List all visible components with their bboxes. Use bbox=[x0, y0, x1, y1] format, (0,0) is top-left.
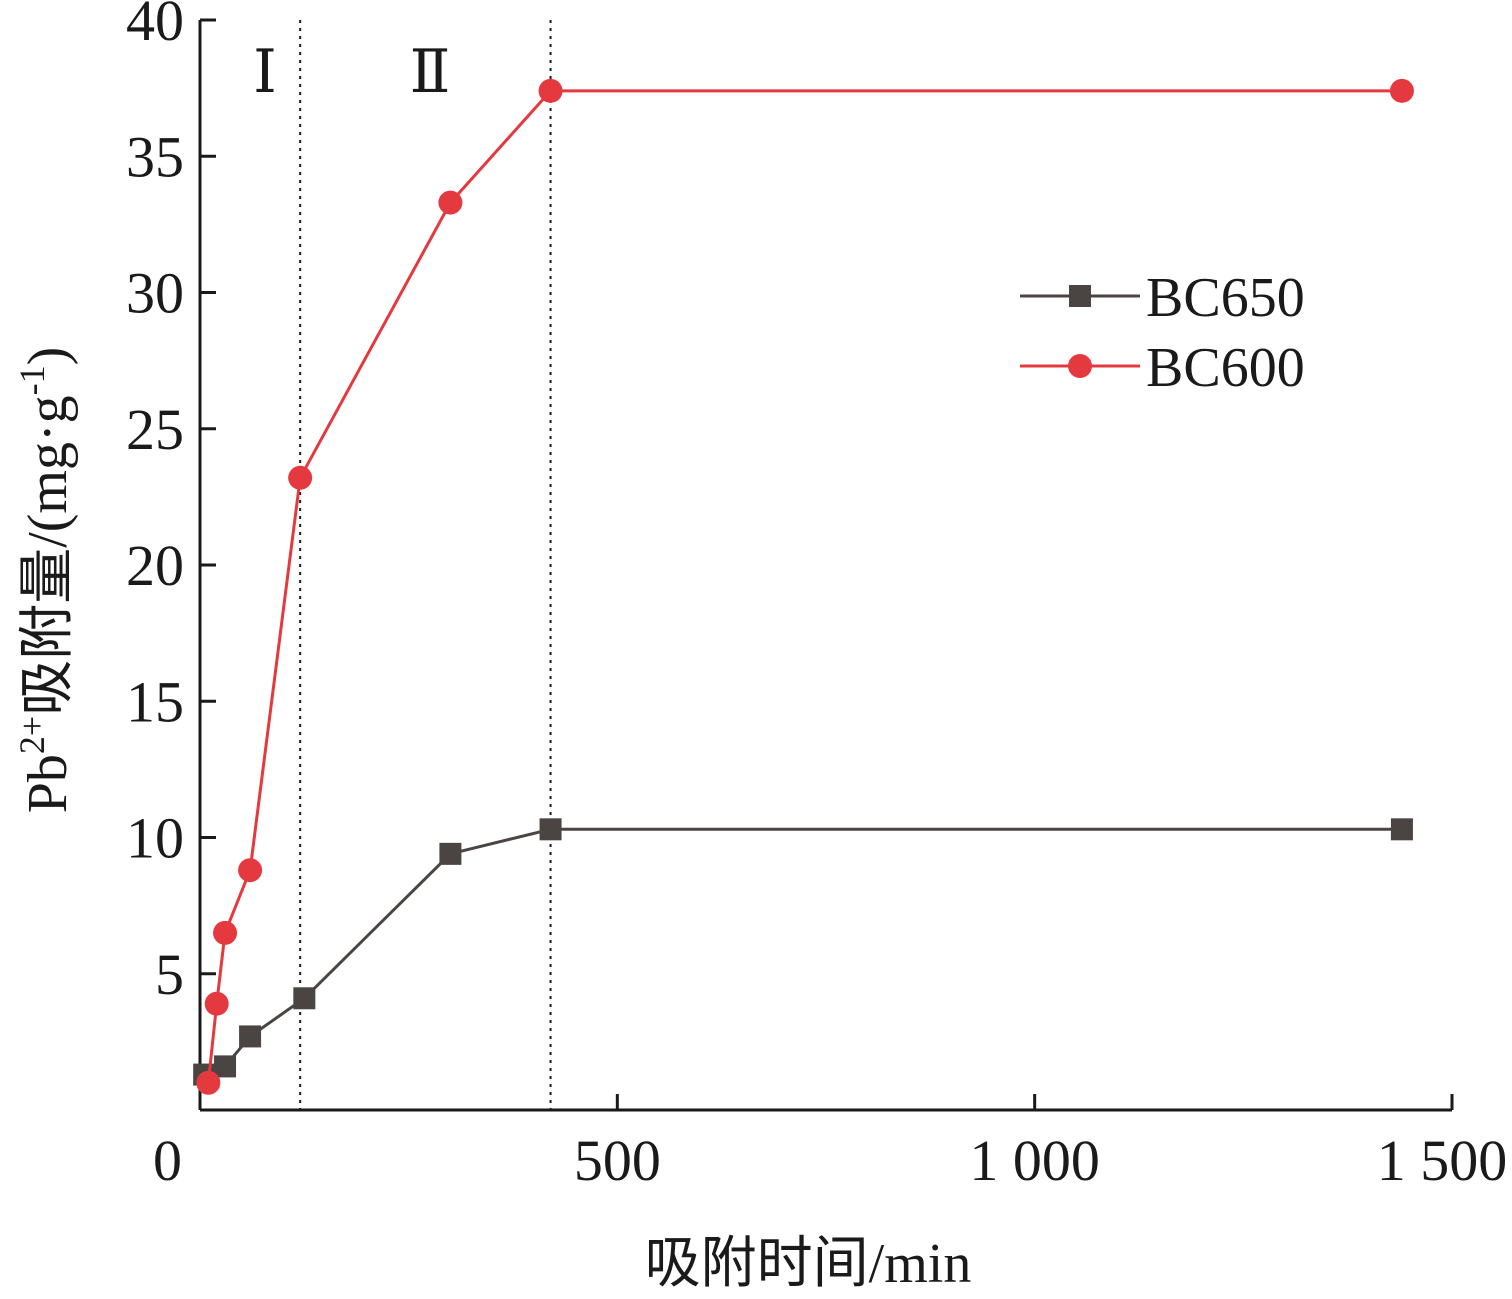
series-layer bbox=[193, 78, 1414, 1095]
y-axis-title-sup1: 2+ bbox=[12, 716, 52, 754]
series-point-bc650-7 bbox=[539, 818, 562, 841]
series-point-bc600-4 bbox=[238, 858, 263, 883]
series-point-bc600-5 bbox=[288, 465, 313, 490]
legend-marker-bc650 bbox=[1069, 285, 1091, 307]
y-axis-title: Pb2+吸附量/(mg·g-1) bbox=[12, 347, 79, 814]
series-line-bc600 bbox=[206, 89, 1402, 1083]
axis-ticks: 5 10 15 20 25 30 35 40 0 500 1 000 1 500 bbox=[126, 0, 1507, 1193]
series-point-bc650-3 bbox=[214, 1055, 237, 1078]
y-tick-label-25: 25 bbox=[126, 397, 184, 462]
y-axis-title-sup2: -1 bbox=[12, 365, 52, 395]
y-tick-label-15: 15 bbox=[126, 669, 184, 734]
series-point-bc600-8 bbox=[1389, 78, 1414, 103]
x-tick-label-0: 0 bbox=[153, 1128, 182, 1193]
legend-label-bc650: BC650 bbox=[1146, 267, 1305, 329]
x-axis-title: 吸附时间/min bbox=[645, 1233, 972, 1295]
y-tick-label-20: 20 bbox=[126, 533, 184, 598]
x-tick-label-1500: 1 500 bbox=[1377, 1128, 1508, 1193]
y-tick-label-35: 35 bbox=[126, 124, 184, 189]
y-tick-label-30: 30 bbox=[126, 261, 184, 326]
x-tick-label-500: 500 bbox=[574, 1128, 661, 1193]
series-point-bc650-8 bbox=[1390, 818, 1413, 841]
y-axis-title-suffix: ) bbox=[17, 347, 79, 366]
series-line-bc650 bbox=[203, 827, 1402, 1079]
stage-label-2: Ⅱ bbox=[410, 39, 451, 105]
series-point-bc600-7 bbox=[538, 78, 563, 103]
series-point-bc650-6 bbox=[439, 842, 462, 865]
legend: BC650 BC600 bbox=[1020, 267, 1305, 399]
stage-label-1: Ⅰ bbox=[253, 39, 277, 105]
series-point-bc600-2 bbox=[204, 991, 229, 1016]
series-point-bc600-3 bbox=[213, 920, 238, 945]
y-tick-label-40: 40 bbox=[126, 0, 184, 53]
legend-label-bc600: BC600 bbox=[1146, 337, 1305, 399]
y-axis-title-middle: 吸附量/(mg·g bbox=[17, 395, 79, 715]
y-tick-label-5: 5 bbox=[155, 942, 184, 1007]
x-tick-label-1000: 1 000 bbox=[969, 1128, 1100, 1193]
axes bbox=[198, 20, 1452, 1112]
series-point-bc650-5 bbox=[293, 987, 316, 1010]
y-tick-label-10: 10 bbox=[126, 806, 184, 871]
stage-dividers bbox=[299, 20, 552, 1110]
series-point-bc600-6 bbox=[438, 190, 463, 215]
legend-marker-bc600 bbox=[1068, 354, 1092, 378]
series-point-bc600-1 bbox=[196, 1070, 221, 1095]
y-axis-title-prefix: Pb bbox=[17, 754, 79, 813]
series-point-bc650-4 bbox=[239, 1025, 262, 1048]
